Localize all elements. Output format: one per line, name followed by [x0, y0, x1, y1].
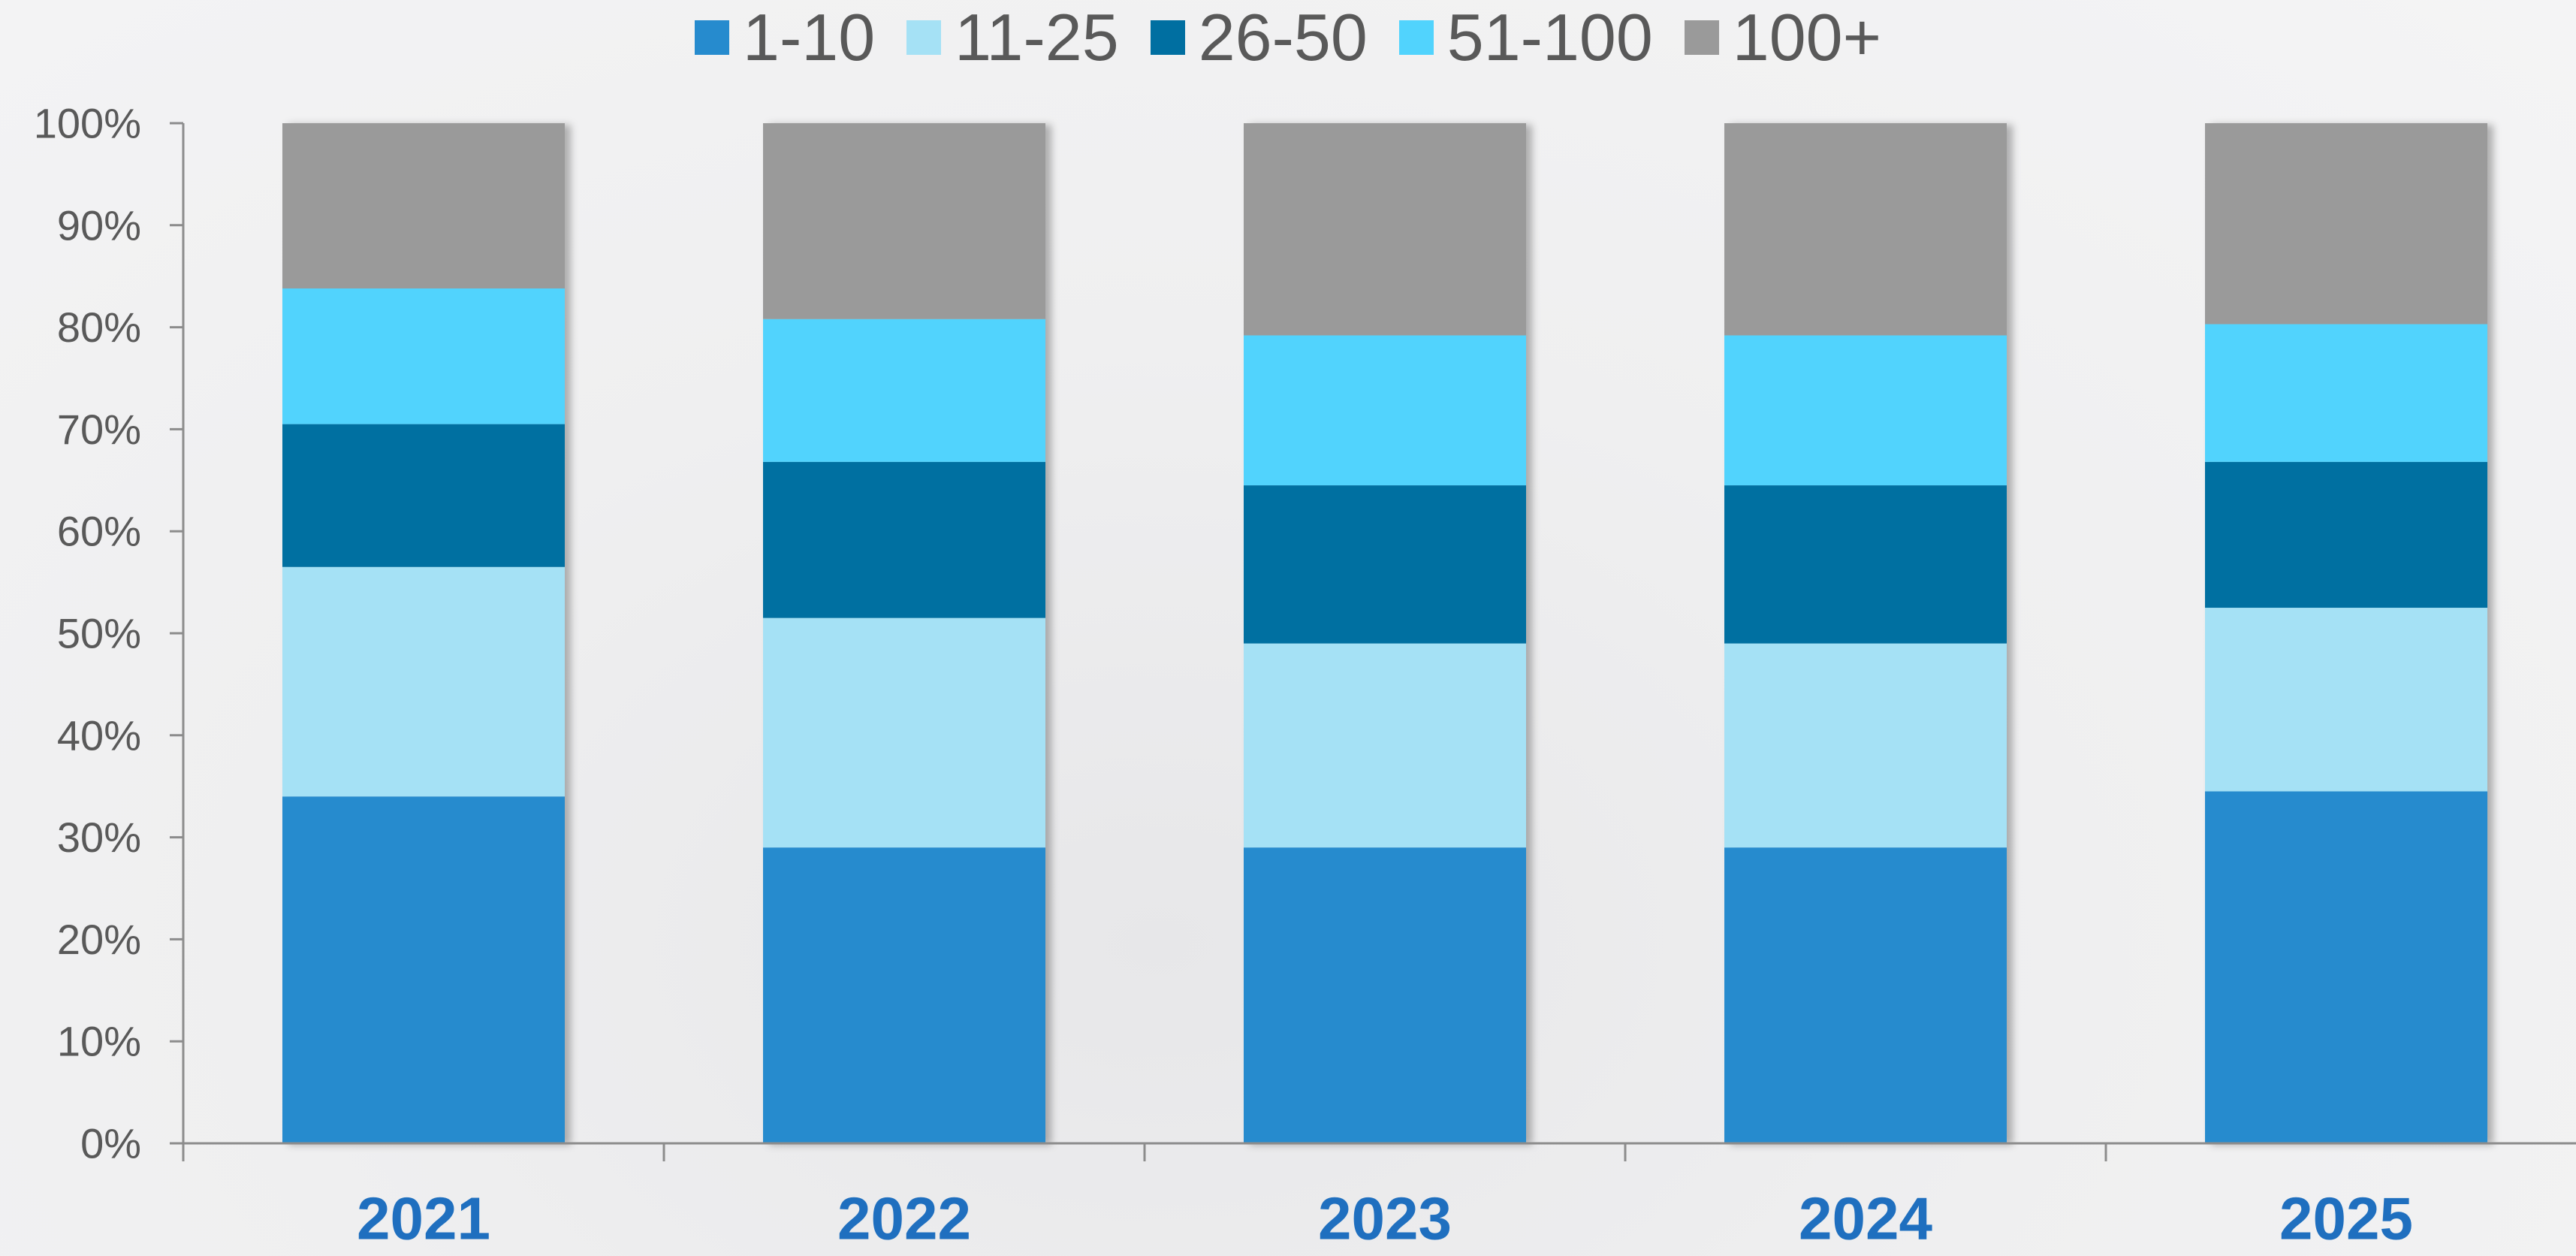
y-tick-label: 80% — [57, 303, 141, 351]
chart-legend: 1-10 11-25 26-50 51-100 100+ — [0, 0, 2576, 75]
y-tick-label: 30% — [57, 814, 141, 861]
bar-segment-2023-51-100 — [1244, 335, 1526, 486]
x-category-label: 2025 — [2279, 1185, 2413, 1252]
bar-segment-2024-26-50 — [1724, 485, 2007, 644]
y-tick-label: 0% — [80, 1120, 141, 1167]
legend-label: 51-100 — [1446, 0, 1653, 74]
y-tick-label: 50% — [57, 610, 141, 657]
legend-label: 1-10 — [743, 0, 876, 74]
bar-stack-2022 — [763, 123, 1045, 1143]
legend-swatch — [1150, 20, 1185, 55]
bar-segment-2024-51-100 — [1724, 335, 2007, 486]
bar-stack-2021 — [282, 123, 565, 1143]
bar-segment-2024-100+ — [1724, 123, 2007, 336]
bar-segment-2022-11-25 — [763, 617, 1045, 848]
bar-segment-2023-26-50 — [1244, 485, 1526, 644]
legend-label: 100+ — [1732, 0, 1881, 74]
bars-layer — [282, 123, 2487, 1143]
y-tick-label: 20% — [57, 916, 141, 963]
axes-layer — [170, 122, 2576, 1161]
y-tick-label: 100% — [34, 100, 141, 147]
x-category-label: 2023 — [1318, 1185, 1452, 1252]
legend-item: 1-10 — [695, 5, 875, 71]
x-category-label: 2021 — [357, 1185, 490, 1252]
bar-segment-2022-51-100 — [763, 319, 1045, 462]
bar-segment-2022-1-10 — [763, 847, 1045, 1143]
bar-segment-2025-100+ — [2205, 123, 2487, 325]
legend-label: 26-50 — [1198, 0, 1368, 74]
bar-segment-2024-1-10 — [1724, 847, 2007, 1143]
legend-swatch — [906, 20, 942, 55]
legend-swatch — [1398, 20, 1434, 55]
bar-segment-2021-1-10 — [282, 796, 565, 1143]
legend-item: 51-100 — [1398, 0, 1653, 74]
y-tick-label: 70% — [57, 406, 141, 453]
bar-segment-2023-1-10 — [1244, 847, 1526, 1143]
labels-layer: 0% 10% 20% 30% 40% 50% 60% 70% 80% 90% 100% 2021 202… — [34, 100, 2413, 1252]
bar-segment-2023-100+ — [1244, 123, 1526, 336]
y-tick-label: 60% — [57, 508, 141, 555]
bar-stack-2024 — [1724, 123, 2007, 1143]
bar-segment-2021-26-50 — [282, 424, 565, 567]
bar-segment-2025-51-100 — [2205, 324, 2487, 462]
bar-stack-2025 — [2205, 123, 2487, 1143]
x-category-label: 2022 — [837, 1185, 971, 1252]
bar-stack-2023 — [1244, 123, 1526, 1143]
y-tick-label: 10% — [57, 1018, 141, 1065]
bar-segment-2025-26-50 — [2205, 461, 2487, 608]
legend-item: 11-25 — [906, 5, 1119, 71]
bar-segment-2022-100+ — [763, 123, 1045, 319]
legend-item: 100+ — [1684, 0, 1881, 74]
bar-segment-2022-26-50 — [763, 461, 1045, 618]
legend-swatch — [695, 20, 729, 55]
bar-segment-2025-11-25 — [2205, 608, 2487, 792]
legend-swatch — [1684, 20, 1719, 55]
bar-segment-2021-11-25 — [282, 566, 565, 797]
x-category-label: 2024 — [1799, 1185, 1932, 1252]
legend-label: 11-25 — [955, 0, 1119, 74]
bar-segment-2023-11-25 — [1244, 643, 1526, 848]
bar-segment-2024-11-25 — [1724, 643, 2007, 848]
y-tick-label: 90% — [57, 201, 141, 249]
bar-segment-2021-100+ — [282, 123, 565, 288]
bar-segment-2021-51-100 — [282, 288, 565, 424]
y-tick-label: 40% — [57, 711, 141, 759]
bar-segment-2025-1-10 — [2205, 791, 2487, 1143]
legend-item: 26-50 — [1150, 0, 1368, 74]
